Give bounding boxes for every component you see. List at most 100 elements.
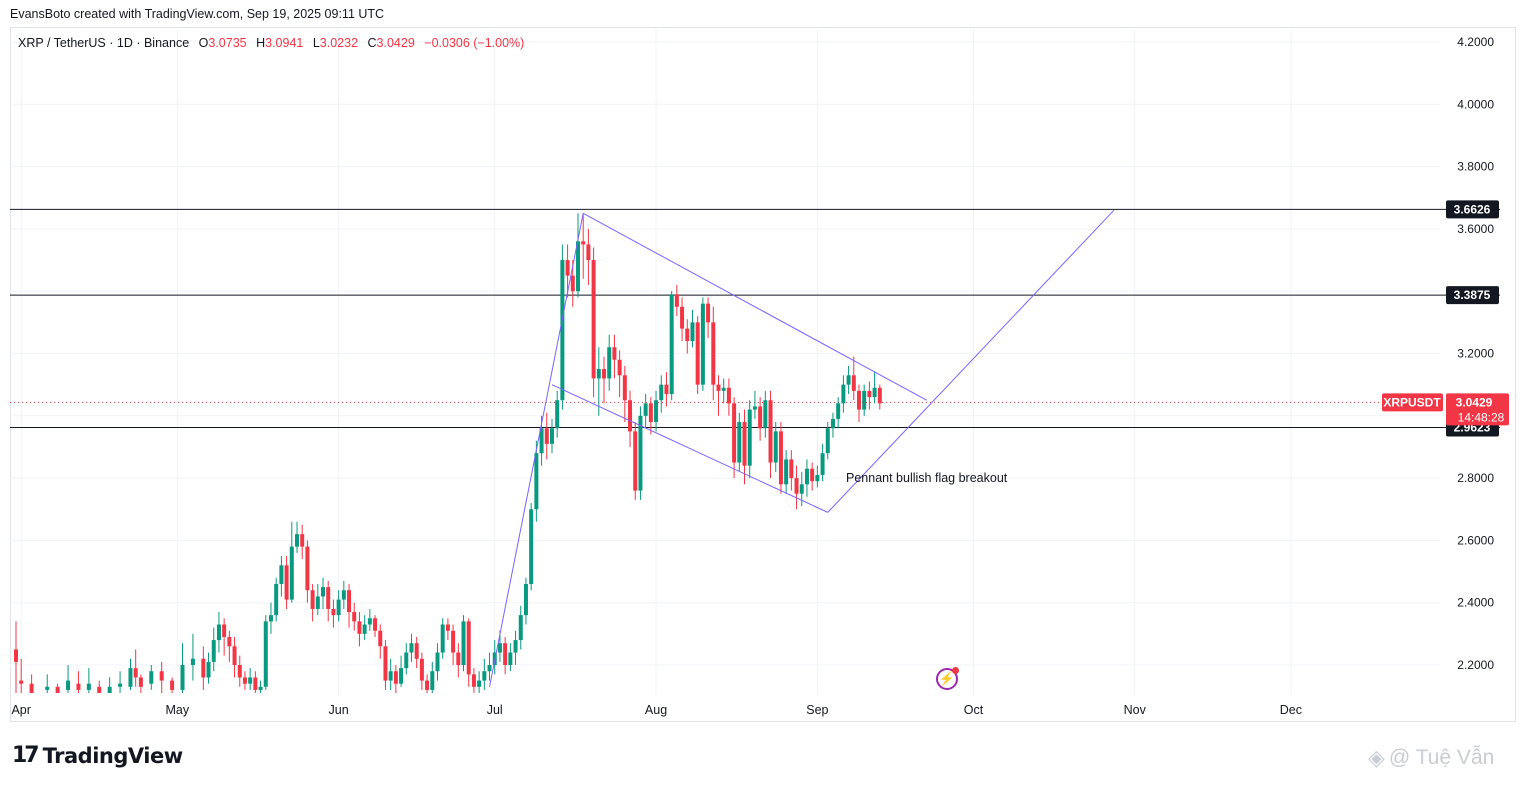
candle-body (513, 640, 518, 653)
candle-body (206, 661, 211, 678)
candle-body (784, 459, 789, 485)
candle-body (737, 422, 742, 463)
watermark-text: @ Tuệ Vẫn (1388, 746, 1495, 769)
candle-body (872, 387, 877, 398)
candle-body (700, 303, 705, 385)
candle-body (86, 683, 91, 690)
candle-body (607, 347, 612, 379)
x-tick-label: May (166, 703, 190, 717)
candle-body (508, 652, 513, 665)
high-label: H (256, 36, 266, 50)
candle-body (383, 646, 388, 681)
y-tick-label: 2.2000 (1457, 658, 1494, 672)
candle-body (373, 618, 378, 631)
lightning-icon[interactable]: ⚡ (936, 667, 959, 690)
candle-body (138, 677, 143, 687)
candle-body (841, 384, 846, 404)
candle-body (14, 649, 18, 662)
candle-body (326, 587, 331, 609)
candle-body (820, 453, 825, 475)
y-tick-label: 3.6000 (1457, 222, 1494, 236)
candle-body (414, 643, 419, 659)
candle-body (388, 671, 393, 681)
candle-body (773, 431, 778, 463)
candle-body (76, 683, 81, 690)
candle-body (810, 468, 815, 482)
candle-body (877, 387, 882, 404)
open-label: O (198, 36, 209, 50)
candle-body (716, 384, 721, 391)
change-value: −0.0306 (−1.00%) (424, 36, 525, 50)
candle-body (279, 565, 284, 585)
x-tick-label: Apr (11, 703, 30, 717)
candle-body (602, 369, 607, 379)
candle-body (347, 590, 352, 613)
candle-body (555, 400, 560, 429)
candle-body (45, 686, 50, 690)
candle-body (549, 428, 554, 444)
candle-body (565, 260, 570, 276)
candle-body (294, 534, 299, 547)
x-axis: Apr May Jun Jul Aug Sep Oct Nov Dec (11, 703, 1302, 717)
candle-body (560, 260, 565, 401)
candle-body (216, 624, 221, 641)
trendlines (489, 209, 1115, 687)
tradingview-logo: 17 TradingView (12, 743, 183, 768)
candle-body (586, 244, 591, 261)
chart-attribution: EvansBoto created with TradingView.com, … (10, 7, 385, 21)
candle-body (367, 618, 372, 625)
watermark: ◈ @ Tuệ Vẫn (1368, 745, 1494, 771)
candle-body (352, 612, 357, 622)
candle-body (456, 652, 461, 665)
candle-body (523, 584, 528, 616)
y-tick-label: 3.2000 (1457, 347, 1494, 361)
notification-dot (952, 667, 959, 674)
candle-body (107, 686, 112, 693)
candle-body (477, 680, 482, 687)
candle-body (268, 615, 273, 622)
candle-body (695, 322, 700, 385)
candle-body (378, 630, 383, 647)
candle-body (242, 677, 247, 684)
candle-body (830, 418, 835, 429)
candle-body (419, 658, 424, 681)
candle-body (237, 665, 242, 678)
symbol-name: XRP / TetherUS · 1D · Binance (18, 36, 190, 50)
trendline (489, 213, 584, 687)
candle-body (263, 621, 268, 687)
y-axis: 4.20004.00003.80003.60003.40003.20003.00… (1457, 35, 1494, 672)
candle-body (310, 590, 315, 609)
x-tick-label: Nov (1124, 703, 1147, 717)
ohlc-legend: XRP / TetherUS · 1D · Binance O3.0735 H3… (18, 36, 524, 50)
symbol-tag (1382, 393, 1443, 412)
current-price-tag (1446, 393, 1509, 426)
candle-body (664, 384, 669, 394)
tradingview-mark-icon: 17 (12, 743, 40, 768)
candle-body (331, 608, 336, 616)
candle-body (763, 400, 768, 429)
candle-body (222, 624, 227, 637)
level-price-tag (1446, 200, 1499, 219)
candle-body (856, 390, 861, 410)
candles (14, 213, 882, 693)
level-price-label: 3.6626 (1454, 202, 1491, 216)
candle-body (752, 406, 757, 410)
candle-body (227, 636, 232, 647)
level-price-tag (1446, 286, 1499, 305)
annotation-text: Pennant bullish flag breakout (846, 471, 1008, 485)
candle-body (29, 683, 34, 693)
candle-body (19, 680, 24, 684)
candle-body (435, 652, 440, 672)
candle-body (799, 484, 804, 494)
candle-body (393, 671, 398, 684)
candle-body (581, 241, 586, 245)
candle-body (596, 369, 601, 379)
candle-body (534, 453, 539, 510)
candle-body (706, 303, 711, 323)
open-value: 3.0735 (208, 36, 247, 50)
candle-body (742, 422, 747, 466)
candle-body (211, 640, 216, 662)
candle-body (55, 686, 60, 693)
